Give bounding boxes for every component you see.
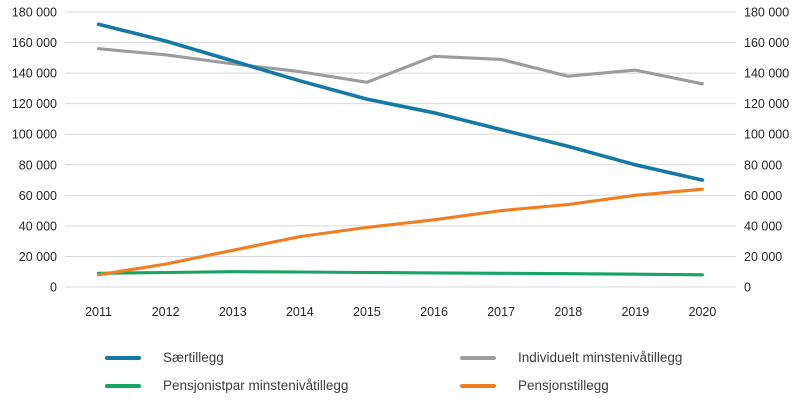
y-axis-tick-label-left: 180 000 [12,6,57,20]
y-axis-tick-label-right: 40 000 [744,219,782,233]
legend-item-pensjonistpar-minstenivatillegg: Pensjonistpar minstenivåtillegg [105,378,460,393]
y-axis-tick-label-left: 120 000 [12,97,57,111]
y-axis-tick-label-left: 40 000 [19,219,57,233]
legend-label-saertillegg: Særtillegg [163,350,224,365]
y-axis-tick-label-left: 160 000 [12,36,57,50]
y-axis-tick-label-left: 80 000 [19,158,57,172]
legend-label-individuelt-minstenivatillegg: Individuelt minstenivåtillegg [518,350,683,365]
x-axis-tick-label: 2020 [689,305,717,319]
y-axis-tick-label-right: 120 000 [744,97,789,111]
y-axis-tick-label-right: 180 000 [744,6,789,20]
x-axis-tick-label: 2015 [353,305,381,319]
x-axis-tick-label: 2011 [85,305,112,319]
y-axis-tick-label-right: 0 [744,281,751,295]
plot-area: 0 0 20 000 20 000 40 000 40 000 60 000 60 000 80… [12,6,789,320]
legend-item-individuelt-minstenivatillegg: Individuelt minstenivåtillegg [460,350,765,365]
legend-label-pensjonstillegg: Pensjonstillegg [518,378,609,393]
x-axis-tick-label: 2016 [420,305,448,319]
series-line-individuelt-minstenivatillegg [96,47,704,86]
legend-swatch-saertillegg [105,355,141,360]
y-axis-tick-label-left: 60 000 [19,189,57,203]
x-axis-tick-label: 2019 [621,305,649,319]
legend-swatch-individuelt-minstenivatillegg [460,355,496,360]
legend-swatch-pensjonstillegg [460,383,496,388]
legend-item-pensjonstillegg: Pensjonstillegg [460,378,765,393]
x-axis-tick-label: 2014 [286,305,314,319]
legend-swatch-pensjonistpar-minstenivatillegg [105,383,141,388]
series-line-pensjonistpar-minstenivatillegg [96,270,704,277]
legend: Særtillegg Individuelt minstenivåtillegg… [105,350,765,393]
x-axis-tick-label: 2017 [487,305,515,319]
y-axis-tick-label-left: 100 000 [12,128,57,142]
y-axis-tick-label-right: 60 000 [744,189,782,203]
y-axis-tick-label-left: 140 000 [12,67,57,81]
series-line-saertillegg [96,22,705,182]
legend-item-saertillegg: Særtillegg [105,350,460,365]
y-axis-tick-label-right: 160 000 [744,36,789,50]
y-axis-tick-label-right: 140 000 [744,67,789,81]
x-axis-tick-label: 2013 [219,305,247,319]
y-axis-tick-label-right: 80 000 [744,158,782,172]
y-axis-tick-label-left: 0 [50,281,57,295]
y-axis-tick-label-right: 20 000 [744,250,782,264]
x-axis-tick-label: 2012 [152,305,180,319]
x-axis-tick-label: 2018 [554,305,582,319]
y-axis-tick-label-left: 20 000 [19,250,57,264]
series-line-pensjonstillegg [96,187,704,277]
legend-label-pensjonistpar-minstenivatillegg: Pensjonistpar minstenivåtillegg [163,378,349,393]
y-axis-tick-label-right: 100 000 [744,128,789,142]
